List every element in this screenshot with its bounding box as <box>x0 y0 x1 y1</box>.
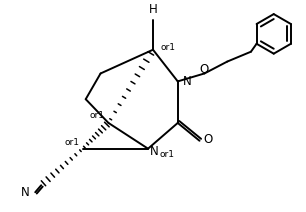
Text: H: H <box>149 3 157 16</box>
Text: N: N <box>150 145 159 158</box>
Text: or1: or1 <box>65 138 80 147</box>
Text: O: O <box>203 133 213 146</box>
Text: or1: or1 <box>160 150 175 159</box>
Text: N: N <box>21 186 29 199</box>
Text: O: O <box>200 63 209 76</box>
Text: N: N <box>183 75 192 88</box>
Text: or1: or1 <box>161 43 176 52</box>
Text: or1: or1 <box>90 110 105 120</box>
